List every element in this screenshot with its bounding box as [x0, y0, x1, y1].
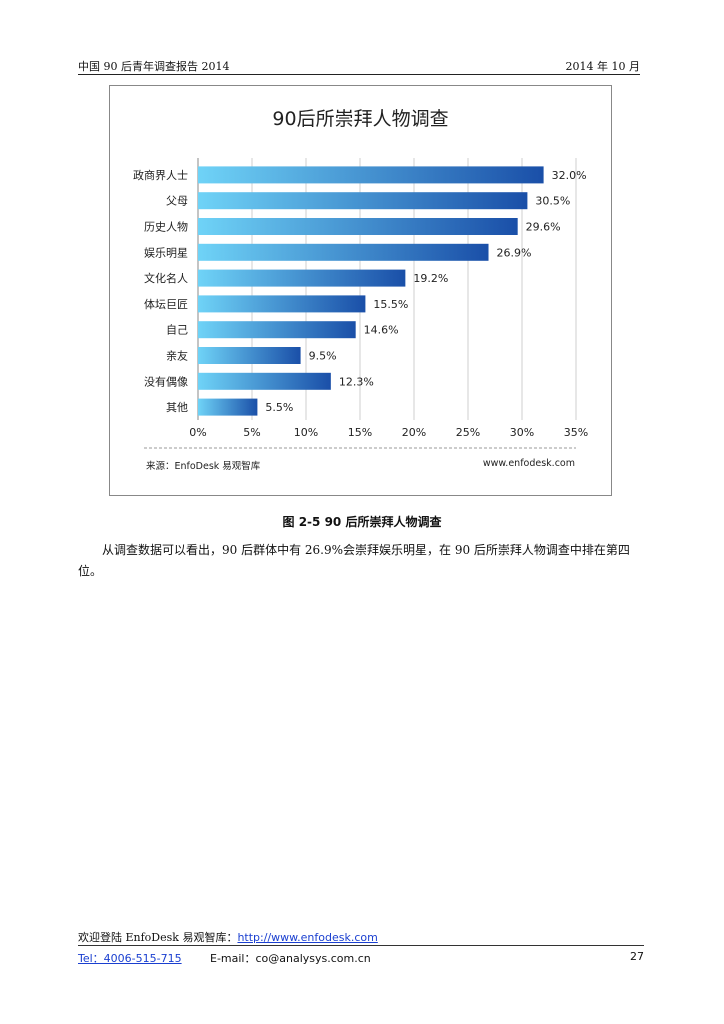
x-tick-label: 15%	[348, 426, 372, 439]
bar	[198, 269, 406, 287]
footer-email: E-mail：co@analysys.com.cn	[210, 952, 371, 965]
category-label: 历史人物	[144, 220, 188, 234]
chart-source: 来源：EnfoDesk 易观智库	[146, 461, 261, 472]
chart-title: 90后所崇拜人物调查	[272, 108, 449, 130]
bar	[198, 166, 544, 184]
bar-value-label: 15.5%	[373, 298, 408, 311]
category-label: 文化名人	[144, 271, 188, 285]
category-label: 自己	[166, 324, 188, 337]
bar-value-label: 19.2%	[413, 272, 448, 285]
x-tick-label: 5%	[243, 426, 260, 439]
bar-value-label: 29.6%	[526, 221, 561, 234]
x-tick-label: 20%	[402, 426, 426, 439]
header-title: 中国 90 后青年调查报告 2014	[78, 60, 230, 73]
chart-frame: 90后所崇拜人物调查 政商界人士 32.0% 父母 30.5% 历史人物 29.6% 娱乐明…	[109, 85, 612, 496]
header-divider	[78, 74, 640, 75]
bar-value-label: 14.6%	[364, 324, 399, 337]
footer-welcome: 欢迎登陆 EnfoDesk 易观智库：http://www.enfodesk.c…	[78, 929, 378, 945]
x-tick-label: 30%	[510, 426, 534, 439]
chart-site: www.enfodesk.com	[482, 458, 575, 469]
x-tick-label: 35%	[564, 426, 588, 439]
category-label: 父母	[166, 195, 188, 208]
bar-value-label: 32.0%	[552, 169, 587, 182]
bar-value-label: 30.5%	[535, 195, 570, 208]
bar	[198, 321, 356, 339]
page-number: 27	[630, 950, 644, 963]
footer-url-link[interactable]: http://www.enfodesk.com	[237, 931, 378, 944]
x-tick-label: 0%	[189, 426, 206, 439]
category-label: 体坛巨匠	[144, 297, 188, 311]
category-label: 娱乐明星	[144, 245, 188, 259]
bar-value-label: 5.5%	[265, 401, 293, 414]
bar	[198, 347, 301, 364]
footer-divider	[78, 945, 644, 946]
bar	[198, 295, 366, 313]
footer-tel-link[interactable]: Tel：4006-515-715	[78, 952, 182, 965]
header-date: 2014 年 10 月	[565, 60, 640, 73]
category-label: 亲友	[166, 349, 188, 363]
x-tick-label: 10%	[294, 426, 318, 439]
category-label: 政商界人士	[133, 168, 188, 182]
figure-caption: 图 2-5 90 后所崇拜人物调查	[282, 515, 442, 529]
footer-welcome-text: 欢迎登陆 EnfoDesk 易观智库：	[78, 931, 238, 944]
bar	[198, 192, 528, 210]
bar-chart: 政商界人士 32.0% 父母 30.5% 历史人物 29.6% 娱乐明星 26.9% 文化名人 1…	[133, 158, 588, 449]
bar	[198, 243, 489, 261]
category-label: 其他	[166, 401, 188, 414]
footer-tel: Tel：4006-515-715	[78, 950, 182, 966]
bar	[198, 218, 518, 235]
body-paragraph: 从调查数据可以看出，90 后群体中有 26.9%会崇拜娱乐明星，在 90 后所崇…	[78, 543, 630, 578]
x-tick-label: 25%	[456, 426, 480, 439]
bar	[198, 398, 258, 416]
bar-value-label: 12.3%	[339, 375, 374, 388]
bar-value-label: 26.9%	[497, 246, 532, 259]
bar-value-label: 9.5%	[309, 350, 337, 363]
category-label: 没有偶像	[144, 374, 188, 388]
bar	[198, 372, 331, 390]
